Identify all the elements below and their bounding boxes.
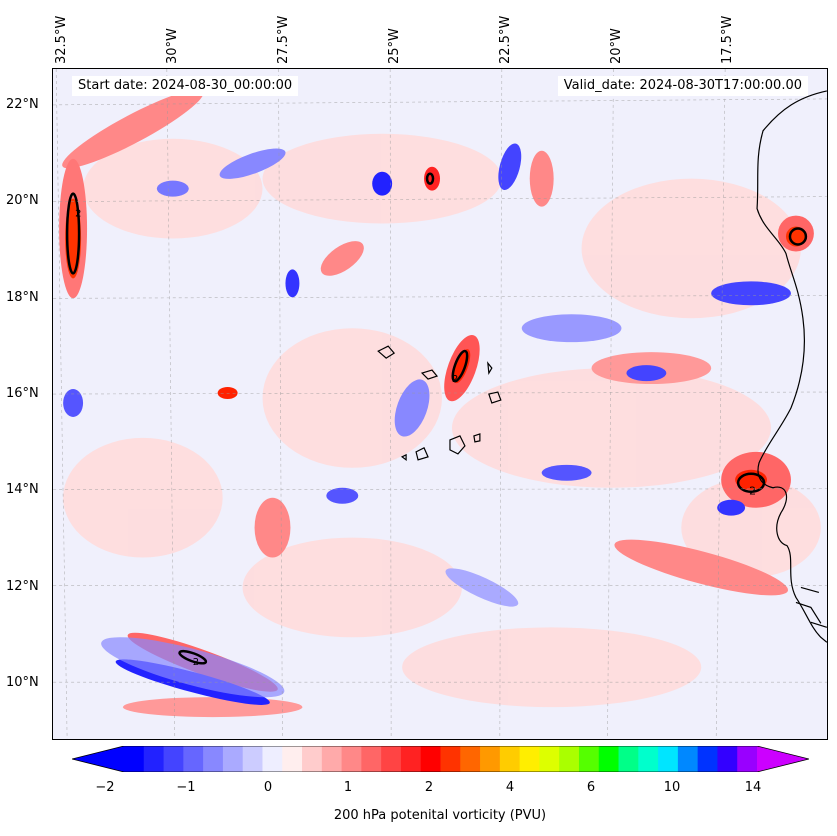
colorbar-tick-label: 14 <box>744 780 762 795</box>
longitude-label: 27.5°W <box>276 15 291 64</box>
colorbar-segment <box>203 746 224 772</box>
colorbar-segment <box>717 746 738 772</box>
colorbar-tick-label: 0 <box>263 780 273 795</box>
colorbar-segment <box>143 746 165 772</box>
colorbar-tick-label: 1 <box>343 780 353 795</box>
longitude-label: 32.5°W <box>54 15 69 64</box>
colorbar-segment <box>381 746 402 772</box>
colorbar-extend-high <box>757 746 809 772</box>
map-panel: 2 2 2 2 <box>52 68 828 740</box>
colorbar-segment <box>598 746 620 772</box>
colorbar-tick-label: 4 <box>505 780 515 795</box>
contour-2pvu <box>65 172 808 665</box>
colorbar-segment <box>361 746 382 772</box>
colorbar-segment <box>578 746 600 772</box>
colorbar-segments <box>124 746 758 772</box>
latitude-label: 16°N <box>6 386 39 401</box>
colorbar-segment <box>499 746 521 772</box>
pv-field-map: 2 2 2 2 <box>53 69 827 739</box>
longitude-label: 20°W <box>609 28 624 64</box>
longitude-label: 25°W <box>387 28 402 64</box>
colorbar-segment <box>420 746 441 772</box>
islands <box>377 345 502 462</box>
colorbar-title: 200 hPa potenital vorticity (PVU) <box>333 808 547 823</box>
colorbar-segment <box>559 746 580 772</box>
latitude-label: 12°N <box>6 579 39 594</box>
colorbar <box>72 746 809 772</box>
coastline <box>756 90 827 643</box>
longitude-label: 22.5°W <box>498 15 513 64</box>
colorbar-segment <box>222 746 244 772</box>
colorbar-segment <box>519 746 540 772</box>
colorbar-segment <box>183 746 204 772</box>
colorbar-segment <box>539 746 560 772</box>
latitude-label: 18°N <box>6 290 39 305</box>
colorbar-segment <box>440 746 461 772</box>
contour-label: 2 <box>452 374 458 385</box>
colorbar-tick-label: −2 <box>95 780 115 795</box>
colorbar-tick-label: 10 <box>663 780 681 795</box>
colorbar-tick-label: −1 <box>176 780 196 795</box>
colorbar-segment <box>737 746 758 772</box>
contour-label: 2 <box>75 209 81 220</box>
latitude-label: 14°N <box>6 482 39 497</box>
colorbar-segment <box>618 746 639 772</box>
colorbar-tick-label: 6 <box>586 780 596 795</box>
colorbar-segment <box>163 746 184 772</box>
colorbar-segment <box>658 746 679 772</box>
colorbar-segment <box>341 746 362 772</box>
colorbar-segment <box>262 746 283 772</box>
start-date-label: Start date: 2024-08-30_00:00:00 <box>72 76 299 96</box>
graticule <box>53 69 827 739</box>
colorbar-segment <box>638 746 659 772</box>
colorbar-segment <box>697 746 718 772</box>
colorbar-extend-low <box>72 746 124 772</box>
colorbar-segment <box>282 746 303 772</box>
contour-label: 2 <box>749 485 756 498</box>
valid-date-label: Valid_date: 2024-08-30T17:00:00.00 <box>557 76 808 96</box>
contour-label: 2 <box>193 657 199 668</box>
latitude-label: 10°N <box>6 675 39 690</box>
colorbar-tick-label: 2 <box>424 780 434 795</box>
colorbar-segment <box>302 746 323 772</box>
colorbar-segment <box>460 746 481 772</box>
colorbar-segment <box>242 746 263 772</box>
colorbar-segment <box>124 746 145 772</box>
latitude-label: 22°N <box>6 97 39 112</box>
colorbar-segment <box>677 746 699 772</box>
longitude-label: 17.5°W <box>720 15 735 64</box>
latitude-label: 20°N <box>6 193 39 208</box>
colorbar-segment <box>321 746 343 772</box>
colorbar-segment <box>480 746 501 772</box>
colorbar-segment <box>400 746 422 772</box>
light-positive-regions <box>63 133 821 708</box>
longitude-label: 30°W <box>165 28 180 64</box>
negative-pv-features <box>63 143 791 705</box>
